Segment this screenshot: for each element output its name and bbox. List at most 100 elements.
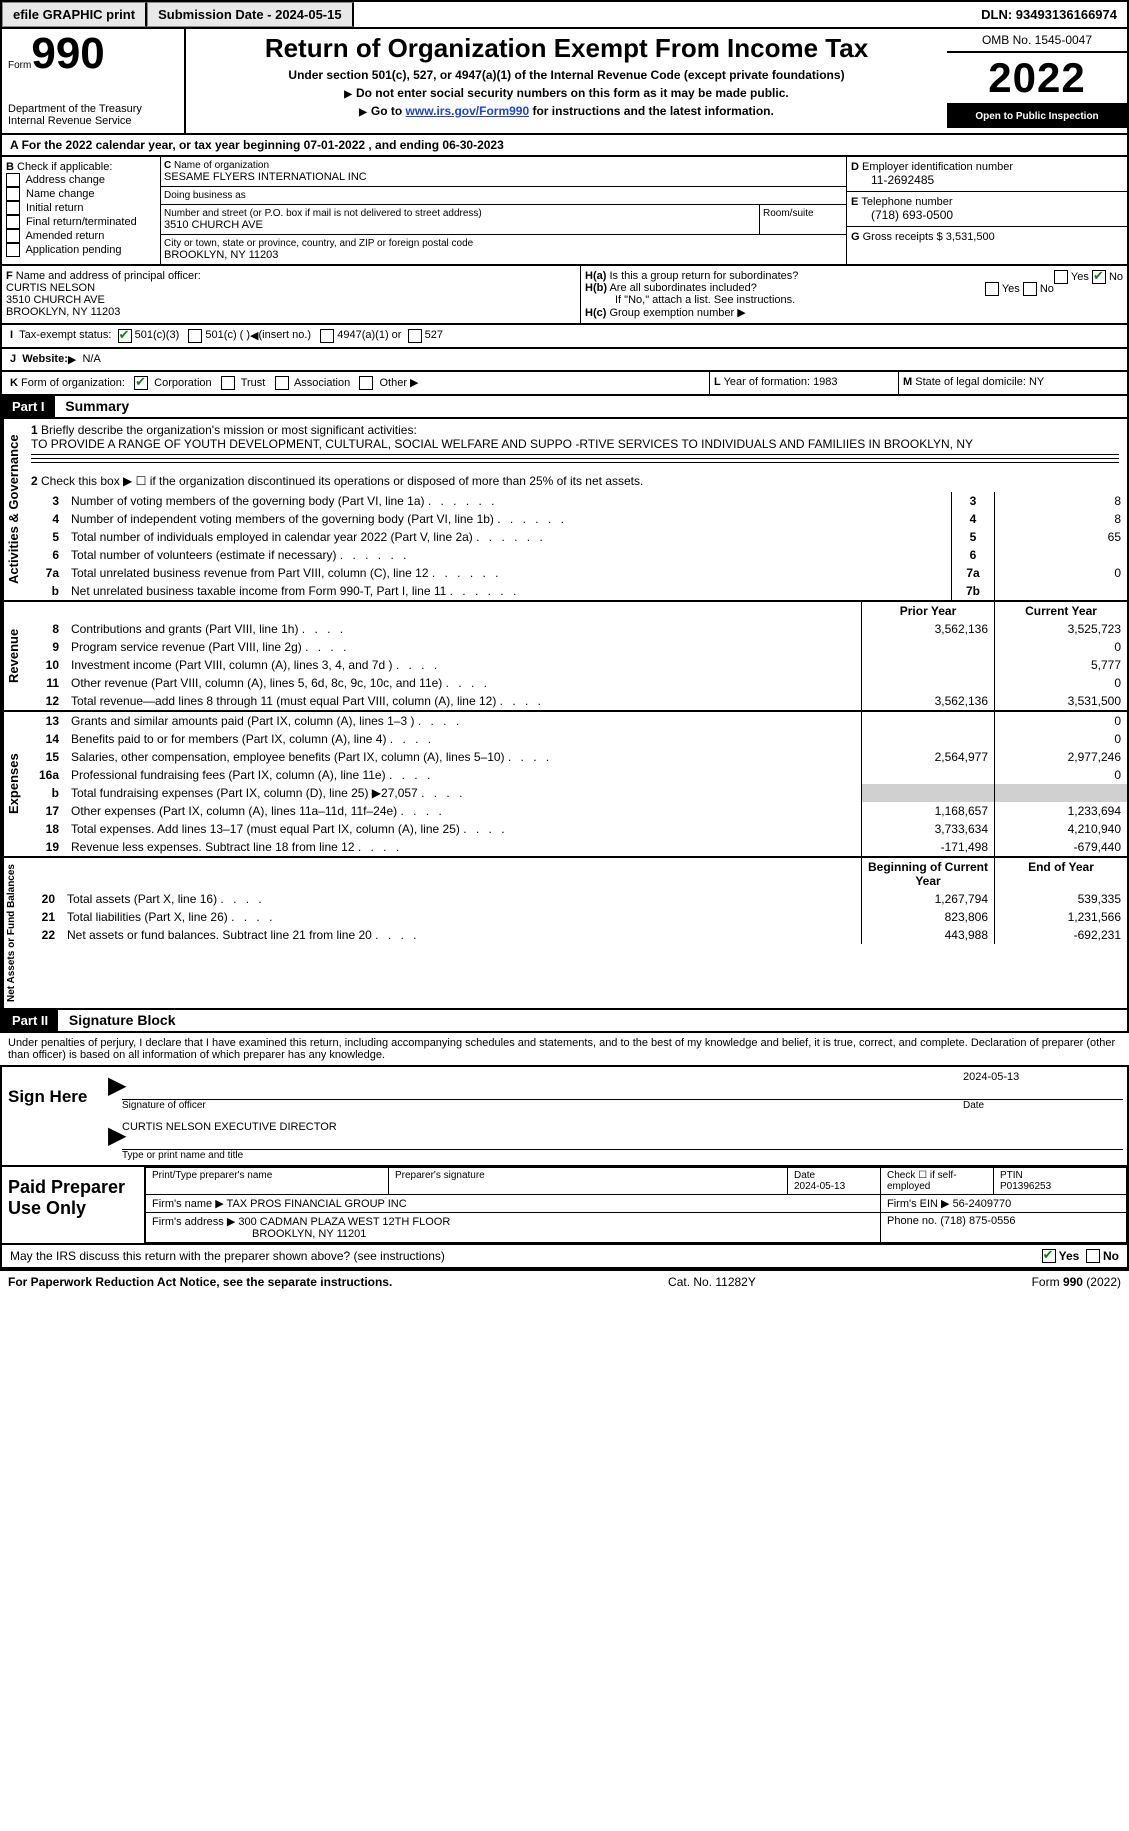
form-word: Form [8,60,31,71]
firm-name-label: Firm's name ▶ [152,1198,224,1210]
ha-label: Is this a group return for subordinates? [609,270,798,282]
officer-name: CURTIS NELSON [6,282,95,294]
part2-title: Signature Block [61,1012,176,1028]
prep-date: 2024-05-13 [794,1181,845,1192]
hb-label: Are all subordinates included? [609,282,756,294]
prep-date-hdr: Date [794,1170,815,1181]
table-row: 22Net assets or fund balances. Subtract … [19,926,1127,944]
phone-label: Telephone number [861,196,952,208]
ha-yes-checkbox[interactable] [1054,270,1068,284]
type-name-label: Type or print name and title [122,1150,1123,1161]
part2-header: Part II [2,1010,58,1031]
table-row: 19Revenue less expenses. Subtract line 1… [23,838,1127,856]
firm-addr-label: Firm's address ▶ [152,1216,235,1228]
k-corp-checkbox[interactable] [134,376,148,390]
i-501c-checkbox[interactable] [188,329,202,343]
section-f-h: F Name and address of principal officer:… [0,266,1129,325]
sig-name: CURTIS NELSON EXECUTIVE DIRECTOR [122,1121,1123,1150]
b-opt-checkbox[interactable] [6,215,20,229]
prep-name-hdr: Print/Type preparer's name [152,1170,272,1181]
phone-value: (718) 693-0500 [851,208,953,222]
firm-phone: (718) 875-0556 [940,1215,1015,1227]
cat-no: Cat. No. 11282Y [392,1275,1031,1289]
b-opt-checkbox[interactable] [6,201,20,215]
k-assoc-checkbox[interactable] [275,376,289,390]
section-b-to-g: B Check if applicable: Address change Na… [0,157,1129,266]
may-irs-yes-checkbox[interactable] [1042,1249,1056,1263]
i-501c3-checkbox[interactable] [118,329,132,343]
firm-phone-label: Phone no. [887,1215,937,1227]
section-i: I Tax-exempt status: 501(c)(3) 501(c) ( … [0,325,1129,349]
hb-yes-checkbox[interactable] [985,282,999,296]
prior-year-header: Prior Year [862,602,995,620]
ha-no-checkbox[interactable] [1092,270,1106,284]
open-to-public: Open to Public Inspection [947,105,1127,128]
calendar-year: For the 2022 calendar year, or tax year … [22,138,504,152]
end-year-header: End of Year [995,858,1128,890]
year-formation-label: Year of formation: [724,376,810,388]
prep-sig-hdr: Preparer's signature [395,1170,485,1181]
table-row: 21Total liabilities (Part X, line 26) . … [19,908,1127,926]
paid-preparer-label: Paid Preparer Use Only [2,1167,145,1243]
expenses-section: Expenses 13Grants and similar amounts pa… [0,712,1129,858]
org-name: SESAME FLYERS INTERNATIONAL INC [164,171,367,183]
form-org-label: Form of organization: [21,377,125,389]
table-row: 11Other revenue (Part VIII, column (A), … [23,674,1127,692]
ptin-value: P01396253 [1000,1181,1051,1192]
check-self-employed: Check ☐ if self-employed [881,1168,994,1195]
footer: For Paperwork Reduction Act Notice, see … [0,1269,1129,1293]
c-name-label: Name of organization [174,160,269,171]
may-irs-no-checkbox[interactable] [1086,1249,1100,1263]
dept-line1: Department of the Treasury [8,103,178,115]
firm-name: TAX PROS FINANCIAL GROUP INC [227,1198,407,1210]
mission-text: TO PROVIDE A RANGE OF YOUTH DEVELOPMENT,… [31,437,973,451]
b-opt-checkbox[interactable] [6,243,20,257]
note-goto: Go to www.irs.gov/Form990 for instructio… [194,104,939,118]
k-trust-checkbox[interactable] [221,376,235,390]
i-527-checkbox[interactable] [408,329,422,343]
gross-receipts-label: Gross receipts $ [863,231,943,243]
officer-label: Name and address of principal officer: [16,270,201,282]
table-row: 18Total expenses. Add lines 13–17 (must … [23,820,1127,838]
website-label: Website: [22,353,68,366]
expenses-label: Expenses [2,712,23,856]
tax-year: 2022 [988,54,1085,101]
top-toolbar: efile GRAPHIC print Submission Date - 20… [0,0,1129,29]
section-a-prefix: A [10,138,22,152]
b-opt-checkbox[interactable] [6,187,20,201]
table-row: 16aProfessional fundraising fees (Part I… [23,766,1127,784]
k-other-checkbox[interactable] [359,376,373,390]
ein-label: Employer identification number [862,161,1013,173]
hb-no-checkbox[interactable] [1023,282,1037,296]
irs-link[interactable]: www.irs.gov/Form990 [406,104,530,118]
year-formation-value: 1983 [813,376,837,388]
sign-here-label: Sign Here [2,1067,104,1165]
sig-date-label: Date [963,1100,1123,1111]
firm-addr2: BROOKLYN, NY 11201 [152,1228,366,1240]
sign-here-block: Sign Here ▶ 2024-05-13 Signature of offi… [0,1065,1129,1167]
part1-body: Activities & Governance 1 Briefly descri… [0,419,1129,602]
firm-addr1: 300 CADMAN PLAZA WEST 12TH FLOOR [238,1216,450,1228]
table-row: 14Benefits paid to or for members (Part … [23,730,1127,748]
b-opt-checkbox[interactable] [6,229,20,243]
state-domicile-value: NY [1029,376,1044,388]
dept-line2: Internal Revenue Service [8,115,178,127]
sig-officer-label: Signature of officer [122,1100,963,1111]
efile-print-button[interactable]: efile GRAPHIC print [2,2,147,27]
h-note: If "No," attach a list. See instructions… [585,294,795,306]
website-value: N/A [82,353,100,366]
street-address: 3510 CHURCH AVE [164,219,263,231]
tax-exempt-label: Tax-exempt status: [19,329,111,343]
begin-year-header: Beginning of Current Year [862,858,995,890]
activities-governance-label: Activities & Governance [2,419,23,600]
b-opt-checkbox[interactable] [6,173,20,187]
table-row: 13Grants and similar amounts paid (Part … [23,712,1127,730]
part1-title: Summary [57,398,129,414]
i-4947-checkbox[interactable] [320,329,334,343]
section-j: J Website: ▶ N/A [0,349,1129,372]
note-ssn: Do not enter social security numbers on … [194,86,939,100]
form-number: 990 [31,29,104,78]
dln-label: DLN: 93493136166974 [971,3,1127,26]
omb-number: OMB No. 1545-0047 [947,29,1127,53]
submission-date-button[interactable]: Submission Date - 2024-05-15 [147,2,354,27]
